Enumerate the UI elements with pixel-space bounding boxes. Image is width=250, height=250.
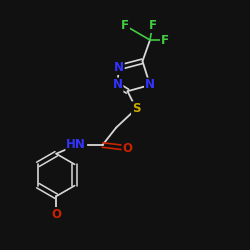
Text: N: N	[145, 78, 155, 92]
Text: O: O	[51, 208, 61, 221]
Text: F: F	[148, 19, 156, 32]
Text: F: F	[161, 34, 169, 46]
Text: S: S	[132, 102, 140, 115]
Text: O: O	[122, 142, 132, 154]
Text: F: F	[121, 19, 129, 32]
Text: N: N	[114, 61, 124, 74]
Text: HN: HN	[66, 138, 86, 151]
Text: N: N	[112, 78, 122, 92]
